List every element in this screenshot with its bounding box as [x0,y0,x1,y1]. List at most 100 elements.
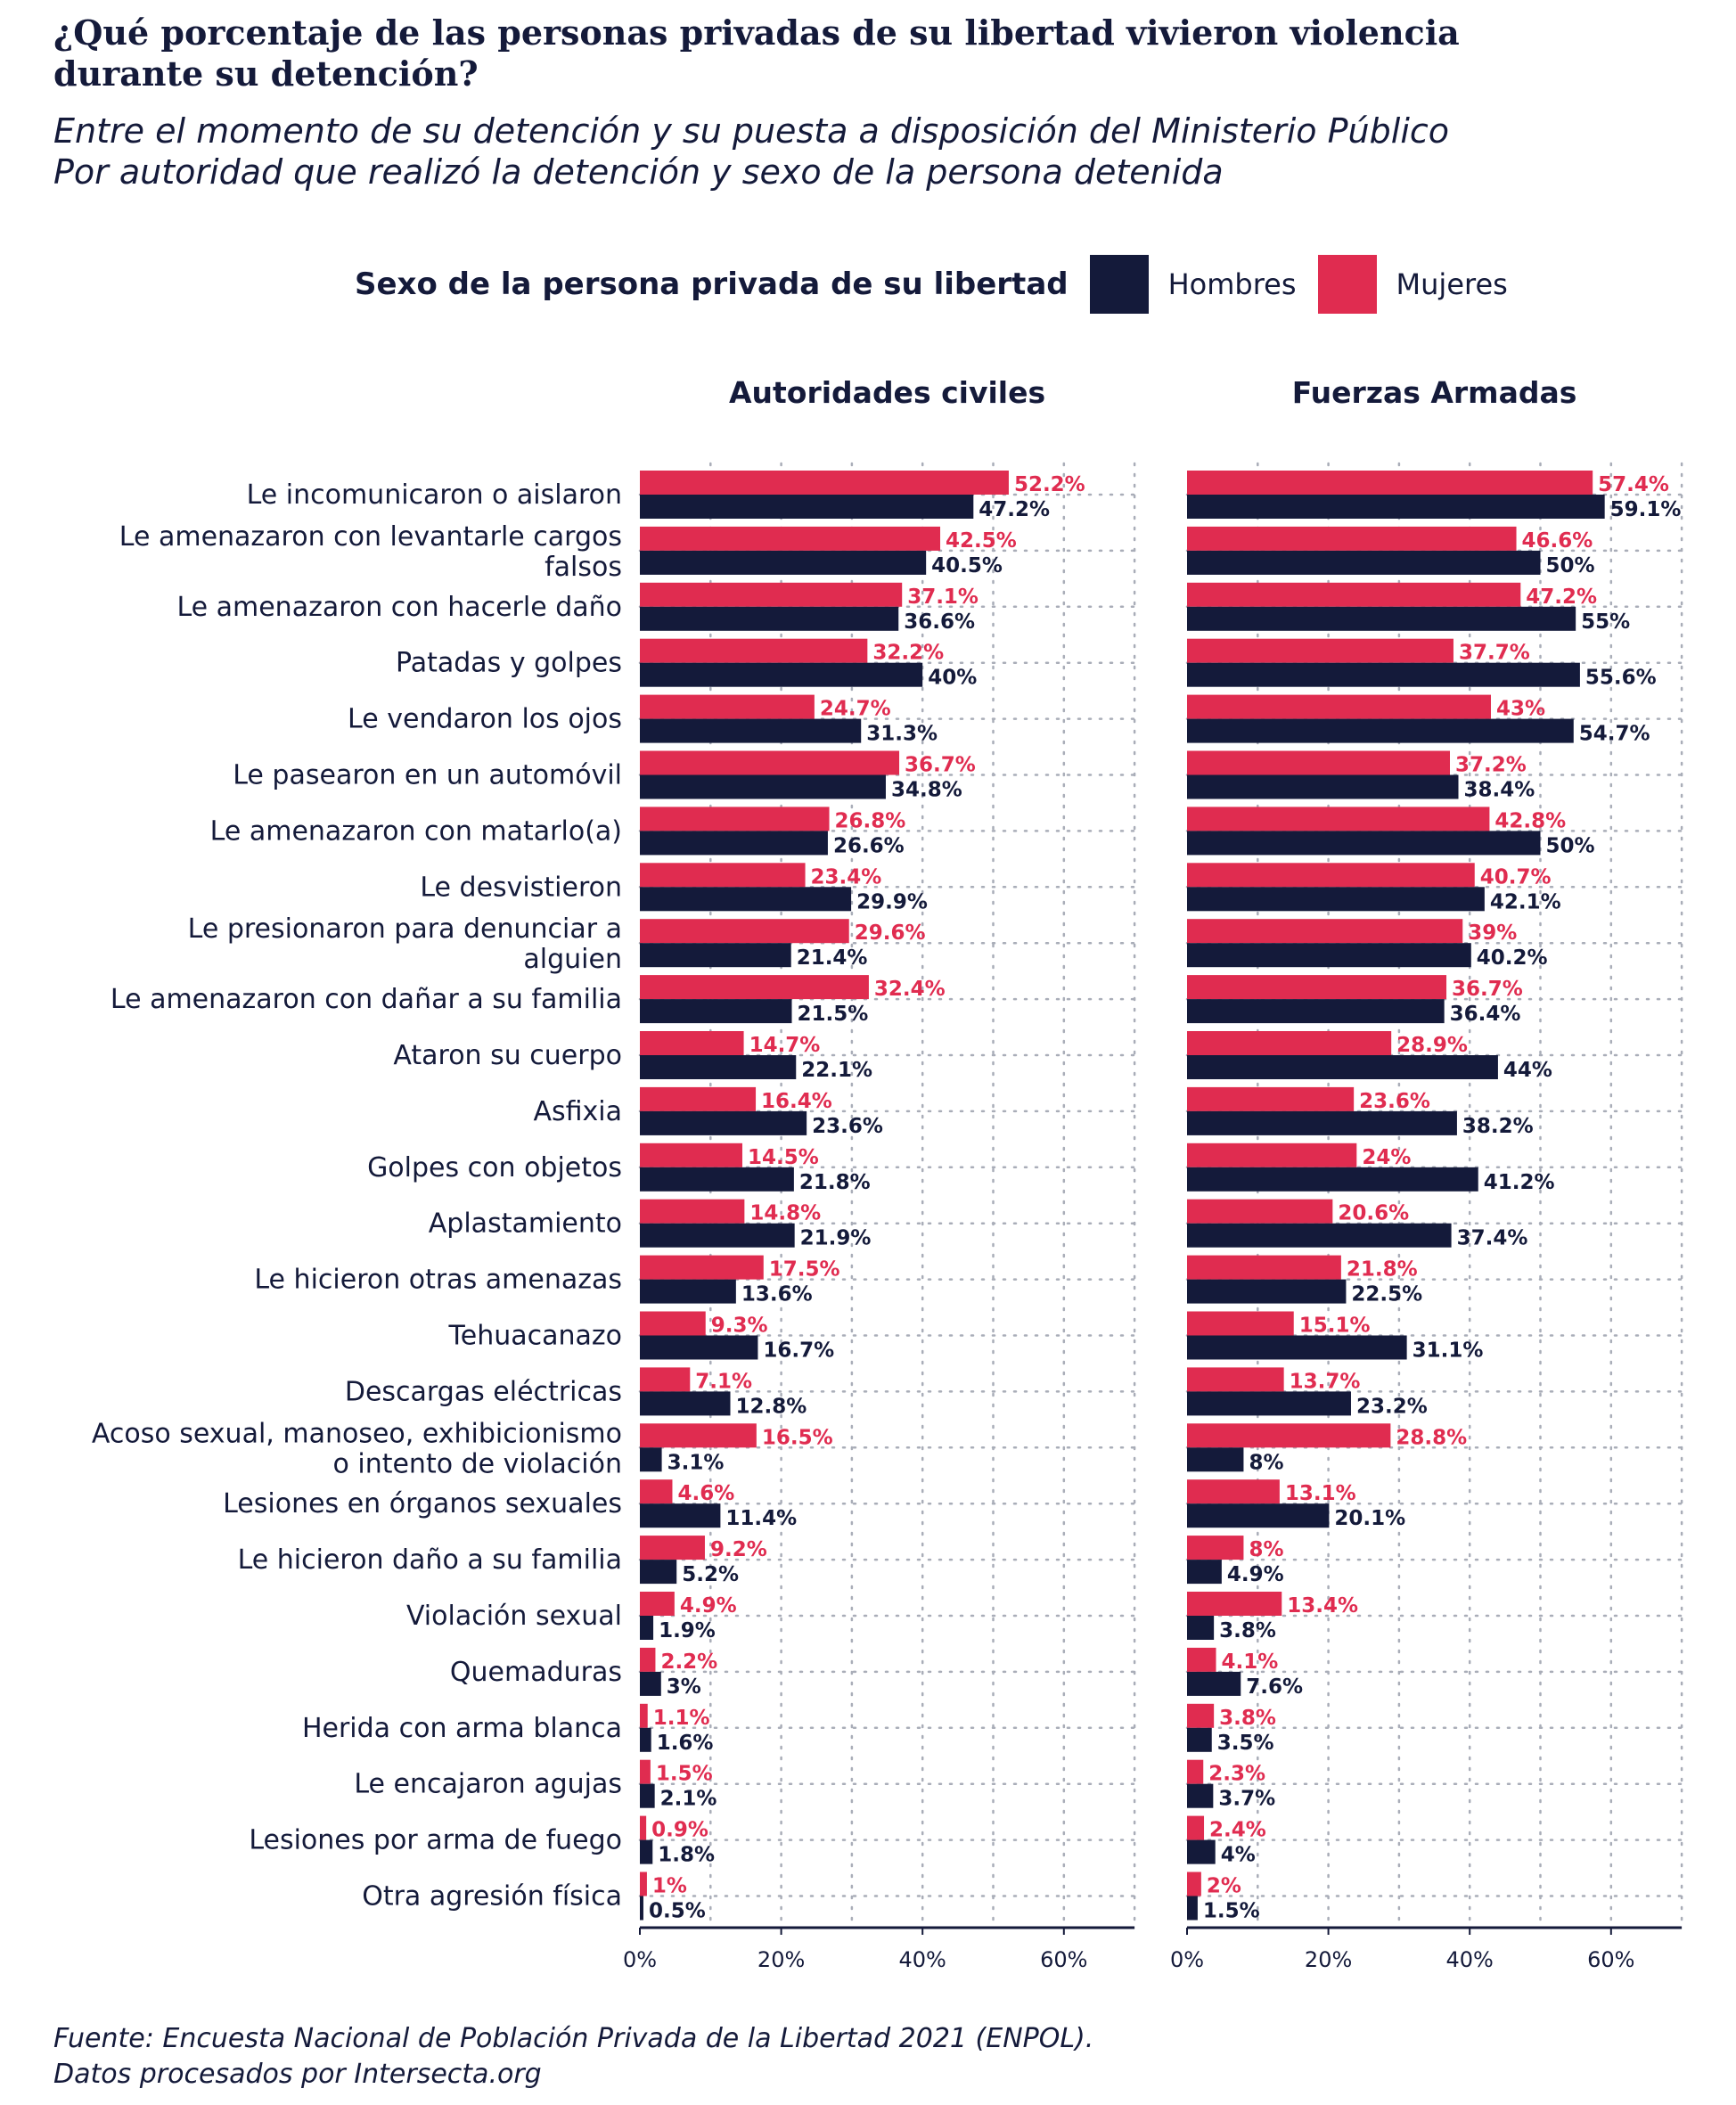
category-label-acoso-sexual-manoseo-exhibicionismo-o-in-line-1: Acoso sexual, manoseo, exhibicionismo [92,1418,622,1449]
data-label-mujeres: 37.2% [1455,754,1527,777]
category-label-le-presionaron-para-denunciar-a-alguien-line-1: Le presionaron para denunciar a [188,913,622,945]
bar-hombres [1187,1391,1351,1416]
bar-mujeres [1187,1872,1201,1896]
bar-hombres [1187,887,1485,912]
bar-hombres [1187,550,1541,575]
bar-hombres [640,718,862,743]
bar-mujeres [640,1759,651,1784]
category-label-ataron-su-cuerpo: Ataron su cuerpo [393,1040,622,1071]
data-label-mujeres: 16.4% [761,1090,832,1113]
bar-mujeres [640,975,869,1000]
data-label-hombres: 3.7% [1218,1788,1275,1811]
bar-hombres [640,1503,721,1528]
bar-mujeres [1187,863,1475,888]
data-label-mujeres: 23.4% [811,865,882,889]
bar-mujeres [640,1143,742,1167]
data-label-mujeres: 29.6% [855,921,926,945]
data-label-mujeres: 1.1% [653,1707,710,1730]
data-label-hombres: 40.5% [931,554,1003,577]
category-label-quemaduras: Quemaduras [450,1657,622,1688]
data-label-mujeres: 15.1% [1299,1315,1371,1338]
bar-hombres [1187,1447,1244,1472]
data-label-hombres: 31.3% [866,723,938,746]
data-label-mujeres: 37.1% [907,586,979,609]
bar-mujeres [1187,1592,1282,1616]
data-label-mujeres: 2.4% [1209,1819,1266,1842]
panel-title-autoridades-civiles: Autoridades civiles [729,375,1045,410]
legend-swatch-hombres [1089,255,1149,314]
data-label-mujeres: 42.8% [1494,809,1566,832]
caption: Fuente: Encuesta Nacional de Población P… [53,2021,1093,2093]
category-label-le-incomunicaron-o-aislaron: Le incomunicaron o aislaron [247,479,622,511]
bar-hombres [640,495,974,519]
bar-mujeres [1187,1423,1391,1448]
data-label-mujeres: 7.1% [695,1370,752,1393]
bar-hombres [640,887,852,912]
data-label-hombres: 5.2% [682,1563,739,1586]
bar-hombres [1187,1616,1215,1640]
data-label-mujeres: 14.7% [749,1034,821,1057]
bar-mujeres [640,919,849,944]
bar-hombres [1187,1110,1457,1135]
bar-mujeres [1187,1479,1280,1504]
bar-mujeres [640,471,1009,495]
x-tick-label: 20% [757,1947,805,1972]
bar-mujeres [1187,1199,1333,1224]
category-label-lesiones-en-organos-sexuales: Lesiones en órganos sexuales [223,1488,622,1519]
bar-hombres [1187,831,1541,856]
bar-mujeres [640,1703,648,1728]
data-label-hombres: 1.6% [657,1732,714,1755]
category-label-le-amenazaron-con-hacerle-dano: Le amenazaron con hacerle daño [176,592,622,623]
data-label-mujeres: 13.1% [1285,1482,1356,1505]
bar-mujeres [1187,1031,1392,1055]
data-label-mujeres: 28.9% [1396,1034,1468,1057]
bar-hombres [640,1783,655,1808]
bar-mujeres [640,1815,647,1840]
bar-mujeres [640,1199,745,1224]
data-label-hombres: 38.4% [1464,779,1535,802]
category-label-acoso-sexual-manoseo-exhibicionismo-o-in-line-2: o intento de violación [332,1448,622,1479]
bar-hombres [1187,1896,1198,1921]
bar-mujeres [1187,807,1490,831]
data-label-hombres: 4.9% [1227,1563,1284,1586]
bar-hombres [640,1167,794,1192]
data-label-mujeres: 20.6% [1338,1202,1409,1225]
data-label-hombres: 21.9% [800,1227,872,1250]
x-tick-label: 60% [1040,1947,1087,1972]
data-label-mujeres: 21.8% [1347,1258,1418,1282]
bar-hombres [640,831,828,856]
caption-line-2: Datos procesados por Intersecta.org [53,2059,542,2090]
bar-hombres [1187,1223,1452,1248]
data-label-hombres: 1.8% [658,1844,715,1867]
data-label-hombres: 40.2% [1477,946,1548,970]
bar-hombres [640,550,927,575]
chart-subtitle-line-2: Por autoridad que realizó la detención y… [53,152,1224,192]
bar-hombres [1187,1503,1330,1528]
bar-hombres [1187,495,1605,519]
x-tick-label: 60% [1587,1947,1634,1972]
bar-hombres [1187,1055,1498,1079]
bar-mujeres [640,1311,706,1336]
data-label-hombres: 50% [1546,834,1595,857]
bar-mujeres [640,1647,656,1672]
data-label-hombres: 3.5% [1217,1732,1274,1755]
category-label-le-amenazaron-con-matarlo-a: Le amenazaron con matarlo(a) [210,815,622,847]
data-label-mujeres: 3.8% [1219,1707,1276,1730]
data-label-mujeres: 2.3% [1208,1763,1265,1786]
data-label-hombres: 7.6% [1246,1675,1303,1699]
legend-label-hombres: Hombres [1167,267,1297,301]
bar-hombres [1187,662,1580,687]
bar-hombres [640,1839,653,1864]
bar-hombres [1187,1839,1216,1864]
bar-mujeres [1187,1536,1244,1560]
category-label-le-pasearon-en-un-automovil: Le pasearon en un automóvil [233,760,622,791]
category-label-le-vendaron-los-ojos: Le vendaron los ojos [348,704,622,735]
bar-mujeres [1187,526,1517,551]
data-label-mujeres: 4.6% [677,1482,734,1505]
data-label-hombres: 29.9% [856,890,928,913]
data-label-hombres: 41.2% [1484,1171,1555,1194]
legend: Sexo de la persona privada de su liberta… [355,255,1529,314]
bar-hombres [640,1335,758,1360]
bar-hombres [640,1671,661,1696]
category-label-le-hicieron-dano-a-su-familia: Le hicieron daño a su familia [238,1544,622,1576]
